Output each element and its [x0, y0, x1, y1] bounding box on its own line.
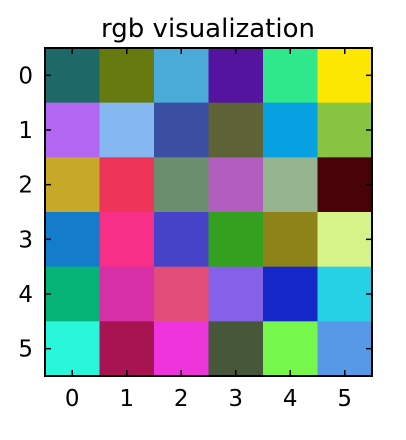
heatmap-cell-r5-c4 [263, 321, 318, 377]
x-tick-label-0: 0 [65, 386, 80, 412]
y-tick-label-1: 1 [18, 118, 33, 144]
heatmap-cell-r2-c5 [317, 157, 373, 213]
heatmap-cell-r1-c1 [99, 102, 155, 158]
heatmap-cell-r2-c0 [45, 157, 100, 213]
heatmap-cells [45, 48, 373, 377]
heatmap-cell-r0-c3 [208, 48, 264, 104]
heatmap-cell-r4-c5 [317, 266, 373, 322]
x-tick-label-5: 5 [337, 386, 352, 412]
y-tick-label-3: 3 [18, 227, 33, 253]
plot-frame [44, 47, 373, 377]
heatmap-cell-r0-c1 [99, 48, 155, 104]
x-tick-label-4: 4 [283, 386, 298, 412]
heatmap-cell-r3-c1 [99, 212, 155, 268]
heatmap-cell-r1-c0 [45, 102, 100, 158]
y-tick-label-0: 0 [18, 63, 33, 89]
heatmap-cell-r5-c5 [317, 321, 373, 377]
heatmap-cell-r0-c4 [263, 48, 318, 104]
x-tick-label-2: 2 [174, 386, 189, 412]
heatmap-cell-r5-c0 [45, 321, 100, 377]
heatmap-cell-r4-c1 [99, 266, 155, 322]
heatmap-cell-r1-c2 [154, 102, 209, 158]
heatmap-cell-r2-c3 [208, 157, 264, 213]
heatmap-cell-r0-c5 [317, 48, 373, 104]
heatmap-cell-r1-c5 [317, 102, 373, 158]
heatmap-cell-r2-c2 [154, 157, 209, 213]
heatmap-cell-r4-c4 [263, 266, 318, 322]
heatmap-cell-r3-c2 [154, 212, 209, 268]
heatmap-cell-r4-c3 [208, 266, 264, 322]
y-tick-label-2: 2 [18, 173, 33, 199]
heatmap-cell-r4-c2 [154, 266, 209, 322]
heatmap-cell-r0-c2 [154, 48, 209, 104]
x-tick-label-3: 3 [228, 386, 243, 412]
heatmap-cell-r2-c1 [99, 157, 155, 213]
chart-title: rgb visualization [101, 14, 315, 44]
heatmap-cell-r2-c4 [263, 157, 318, 213]
heatmap-cell-r1-c3 [208, 102, 264, 158]
y-tick-label-5: 5 [18, 337, 33, 363]
heatmap-cell-r0-c0 [45, 48, 100, 104]
heatmap-cell-r5-c2 [154, 321, 209, 377]
heatmap-cell-r3-c3 [208, 212, 264, 268]
heatmap-cell-r3-c4 [263, 212, 318, 268]
heatmap-cell-r3-c0 [45, 212, 100, 268]
heatmap-cell-r1-c4 [263, 102, 318, 158]
x-tick-label-1: 1 [119, 386, 134, 412]
heatmap-cell-r4-c0 [45, 266, 100, 322]
heatmap-cell-r5-c3 [208, 321, 264, 377]
axis-tick-labels: 0 1 2 3 4 5 0 1 2 3 4 5 [18, 63, 352, 412]
y-tick-label-4: 4 [18, 282, 33, 308]
heatmap-cell-r3-c5 [317, 212, 373, 268]
heatmap-cell-r5-c1 [99, 321, 155, 377]
